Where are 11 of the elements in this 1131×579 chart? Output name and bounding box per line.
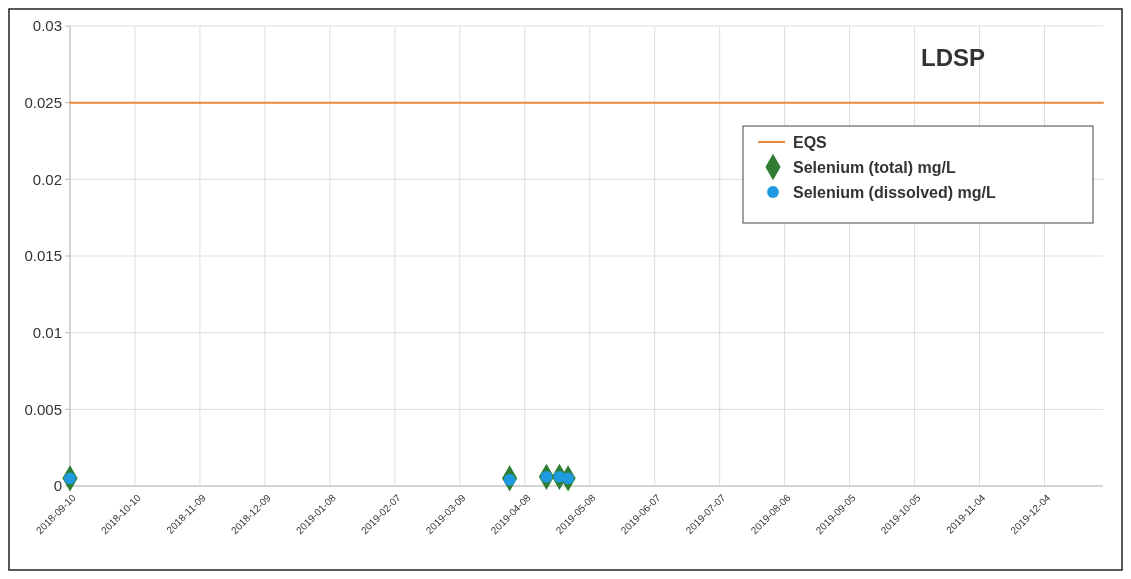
y-tick-label: 0.03: [32, 17, 62, 35]
legend-label: EQS: [793, 133, 828, 151]
text: LDSP: [920, 44, 986, 71]
y-tick-label: 0.025: [24, 93, 62, 111]
legend-label: Selenium (dissolved) mg/L: [793, 183, 996, 201]
y-tick-label: 0.01: [32, 323, 62, 341]
y-tick-label: 0.005: [24, 400, 62, 418]
y-tick-label: 0.015: [24, 247, 62, 265]
y-tick-label: 0.02: [32, 170, 62, 188]
y-tick-label: 0: [53, 477, 62, 495]
legend-label: Selenium (total) mg/L: [793, 158, 956, 176]
